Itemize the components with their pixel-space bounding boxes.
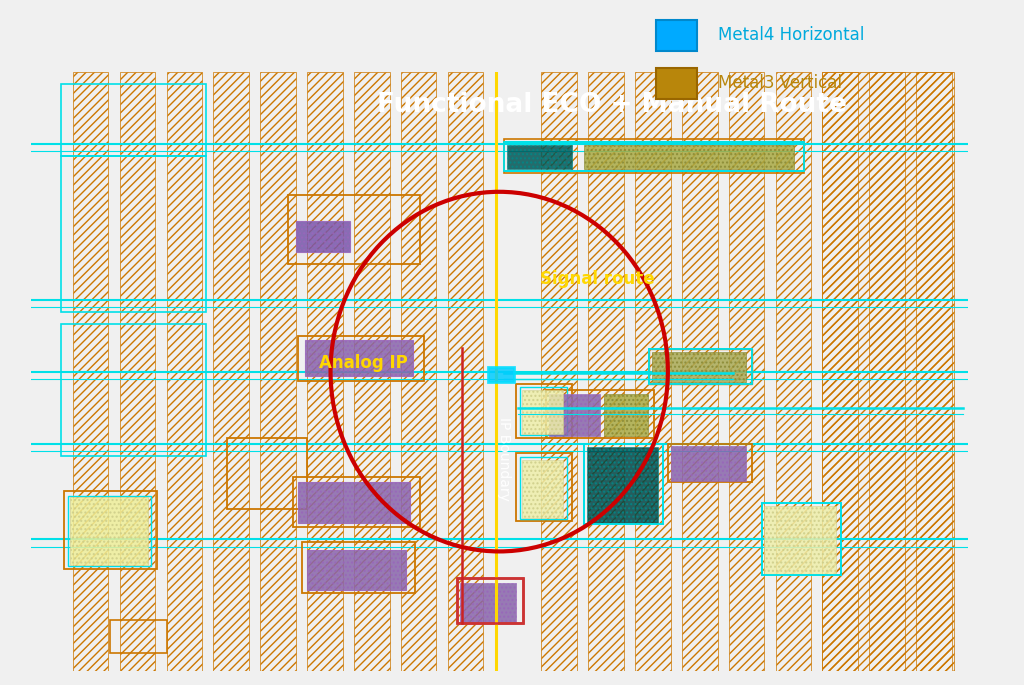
Bar xyxy=(69,496,151,566)
Bar xyxy=(289,195,420,264)
Bar xyxy=(822,72,953,671)
Bar xyxy=(655,20,697,51)
Bar xyxy=(457,578,522,623)
Bar xyxy=(307,549,406,590)
Bar xyxy=(298,336,424,381)
Bar xyxy=(60,324,206,456)
Bar xyxy=(305,340,413,377)
Bar xyxy=(167,72,202,671)
Bar xyxy=(302,543,415,593)
Bar xyxy=(822,72,858,671)
Bar xyxy=(400,72,436,671)
Text: Metal4 Horizontal: Metal4 Horizontal xyxy=(718,26,864,45)
Bar xyxy=(542,72,577,671)
Bar xyxy=(546,390,653,438)
Bar xyxy=(516,453,572,521)
Bar xyxy=(729,72,764,671)
Bar xyxy=(227,438,307,510)
Bar xyxy=(70,497,147,564)
Bar xyxy=(655,68,697,99)
Bar xyxy=(649,349,753,384)
Bar xyxy=(635,72,671,671)
Bar xyxy=(671,446,745,481)
Text: Functional ECO + Manual Route: Functional ECO + Manual Route xyxy=(377,92,847,118)
Bar xyxy=(762,503,841,575)
Bar xyxy=(504,142,804,171)
Bar xyxy=(111,621,167,653)
Text: Signal route: Signal route xyxy=(541,270,655,288)
Bar xyxy=(588,72,624,671)
Bar xyxy=(549,394,600,436)
Bar xyxy=(213,72,249,671)
Bar xyxy=(447,72,483,671)
Bar xyxy=(916,72,951,671)
Bar xyxy=(507,145,572,169)
Bar xyxy=(73,72,109,671)
Bar xyxy=(869,72,905,671)
Bar xyxy=(584,145,795,169)
Bar xyxy=(584,444,664,525)
Text: IP Boundary: IP Boundary xyxy=(497,416,511,501)
Bar xyxy=(307,72,343,671)
Bar xyxy=(682,72,718,671)
Bar xyxy=(504,139,804,173)
Text: Analog IP: Analog IP xyxy=(318,353,408,372)
Bar xyxy=(604,394,648,436)
Bar xyxy=(762,503,841,575)
Bar xyxy=(668,444,753,482)
Bar xyxy=(354,72,389,671)
Bar xyxy=(60,156,206,312)
Bar xyxy=(516,384,572,438)
Bar xyxy=(764,506,836,573)
Bar xyxy=(63,492,158,569)
Bar xyxy=(120,72,156,671)
Bar xyxy=(520,387,566,435)
Bar xyxy=(298,482,411,523)
Bar xyxy=(588,447,658,523)
Bar xyxy=(649,349,753,384)
Bar xyxy=(649,349,753,384)
Bar xyxy=(652,352,745,382)
Bar xyxy=(775,72,811,671)
Bar xyxy=(260,72,296,671)
Bar xyxy=(60,84,206,156)
Bar xyxy=(584,444,664,525)
Bar xyxy=(460,583,516,621)
Bar xyxy=(521,390,563,434)
Text: Metal3 Vertical: Metal3 Vertical xyxy=(718,74,842,92)
Bar xyxy=(520,457,566,519)
Bar xyxy=(293,477,420,527)
Bar xyxy=(296,221,350,252)
Bar xyxy=(457,578,522,623)
Bar xyxy=(521,460,563,518)
Bar xyxy=(488,367,514,382)
Bar xyxy=(504,142,804,171)
